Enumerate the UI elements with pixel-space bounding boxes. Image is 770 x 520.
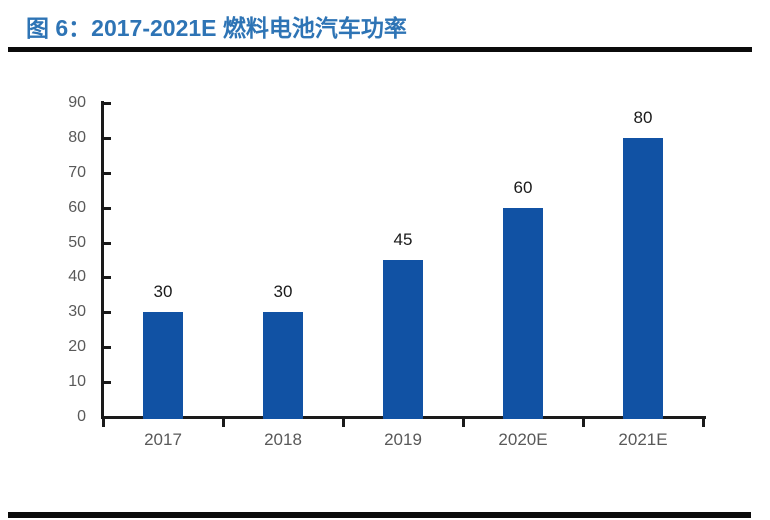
x-tick [582,419,585,427]
y-tick [104,171,111,175]
data-label-2021E: 80 [633,107,653,127]
data-label-2020E: 60 [513,177,533,197]
y-tick [104,241,111,245]
y-axis-label: 30 [68,303,86,321]
bar-2021E [623,137,663,419]
y-axis-label: 70 [68,163,86,181]
y-tick [104,416,111,419]
y-axis-line [101,101,104,419]
bottom-rule [8,512,751,518]
y-axis-label: 90 [68,94,86,111]
x-axis-label-2021E: 2021E [618,430,668,449]
bar-2020E [503,207,543,419]
bar-2017 [143,312,183,419]
y-axis-label: 20 [68,338,86,356]
x-axis-label-2017: 2017 [144,430,182,449]
data-label-2019: 45 [393,230,413,249]
y-axis-label: 80 [68,128,86,146]
bar-2018 [263,312,303,419]
y-axis-label: 60 [68,198,86,216]
y-tick [104,102,111,105]
y-axis-label: 50 [68,233,86,251]
data-label-2017: 30 [153,282,173,302]
figure-title: 图 6：2017-2021E 燃料电池汽车功率 [26,15,407,41]
x-tick [702,419,705,427]
x-axis-label-2020E: 2020E [498,430,548,449]
y-axis-label: 40 [68,268,86,286]
title-rule [8,47,752,52]
x-tick [462,419,465,427]
y-tick [104,311,111,315]
data-label-2018: 30 [273,282,293,302]
bar-2019 [383,260,423,419]
x-tick [342,419,345,427]
y-tick [104,381,111,385]
x-tick [102,419,105,427]
x-tick [222,419,225,427]
y-tick [104,206,111,210]
y-tick [104,276,111,280]
y-axis-label: 10 [68,373,86,391]
y-tick [104,346,111,350]
x-axis-label-2018: 2018 [264,430,302,449]
y-tick [104,136,111,140]
x-axis-label-2019: 2019 [384,430,422,449]
y-axis-label: 0 [77,408,86,425]
